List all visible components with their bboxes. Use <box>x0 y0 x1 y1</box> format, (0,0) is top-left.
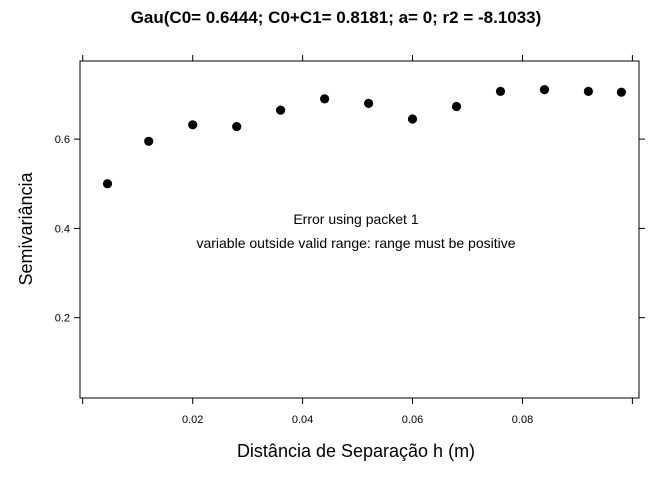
x-tick-label: 0.02 <box>182 414 203 426</box>
data-point <box>495 86 506 96</box>
data-point <box>539 85 550 95</box>
y-tick-label: 0.4 <box>55 223 70 235</box>
data-point <box>407 114 418 124</box>
data-point <box>102 179 113 189</box>
data-point <box>188 120 198 130</box>
y-axis-ticks: 0.2 0.4 0.6 <box>55 134 645 325</box>
x-axis-label: Distância de Separação h (m) <box>237 441 475 461</box>
data-point <box>616 87 627 97</box>
data-point <box>451 101 462 112</box>
y-axis-label: Semivariância <box>16 171 36 285</box>
data-points <box>102 85 627 189</box>
data-point <box>320 94 330 104</box>
data-point <box>364 98 374 108</box>
data-point <box>583 86 594 96</box>
chart-title: Gau(C0= 0.6444; C0+C1= 0.8181; a= 0; r2 … <box>131 8 542 27</box>
x-axis-ticks: 0.02 0.04 0.06 0.08 <box>82 55 633 426</box>
y-tick-label: 0.2 <box>55 313 70 325</box>
y-tick-label: 0.6 <box>55 134 70 146</box>
x-tick-label: 0.08 <box>512 414 533 426</box>
error-annotation-title: Error using packet 1 <box>293 211 418 227</box>
data-point <box>276 105 286 115</box>
error-annotation-message: variable outside valid range: range must… <box>196 235 515 251</box>
data-point <box>232 122 242 132</box>
x-tick-label: 0.04 <box>292 414 313 426</box>
x-tick-label: 0.06 <box>402 414 423 426</box>
data-point <box>144 136 154 146</box>
plot-frame <box>79 60 640 399</box>
